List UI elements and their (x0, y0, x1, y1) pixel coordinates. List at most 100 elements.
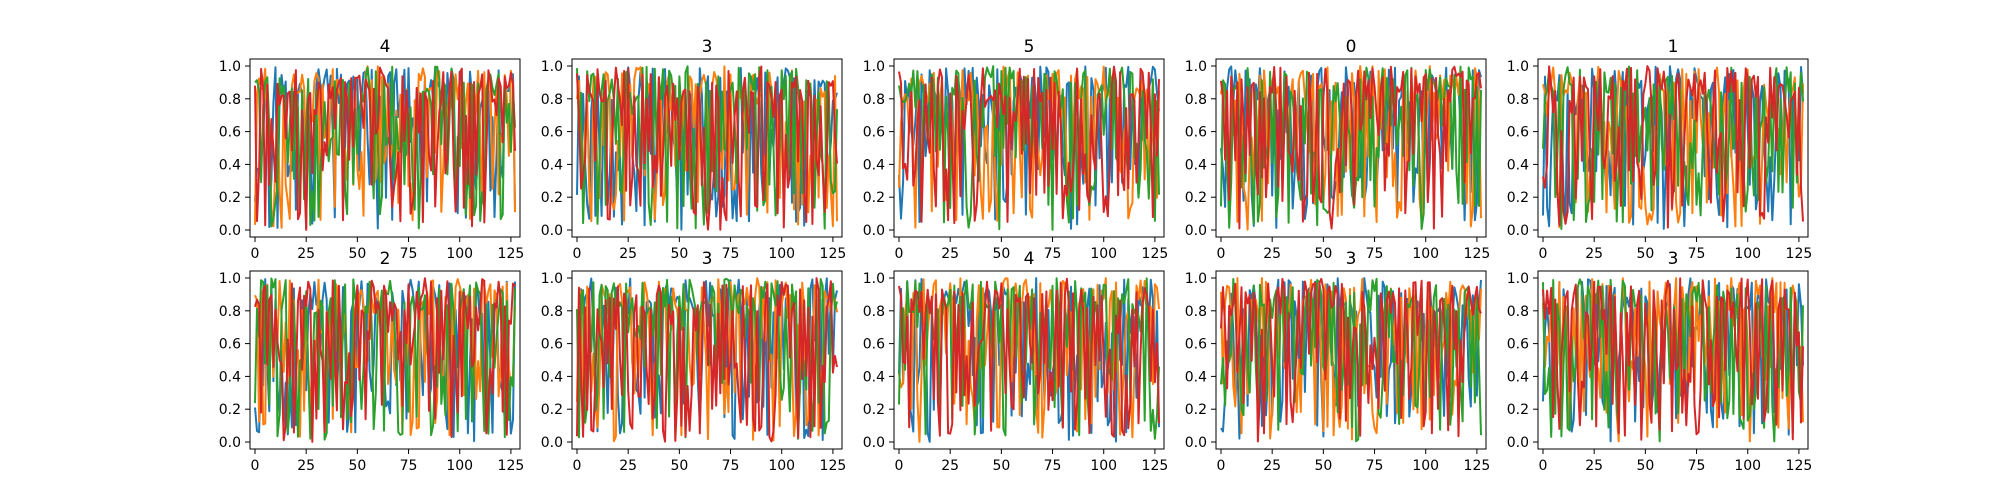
y-tick-label: 0.4 (219, 157, 241, 173)
x-tick-label: 25 (941, 458, 959, 474)
x-tick-label: 75 (1044, 246, 1062, 262)
series-line-4 (254, 277, 516, 443)
series-line-3 (254, 277, 516, 441)
x-tick-label: 100 (446, 458, 473, 474)
y-tick-label: 0.4 (1185, 369, 1207, 385)
x-tick-label: 75 (1366, 246, 1384, 262)
series-group (1220, 277, 1482, 443)
series-line-4 (898, 277, 1160, 438)
series-line-3 (254, 65, 516, 230)
y-tick-label: 0.8 (863, 92, 885, 108)
subplot-title: 1 (1668, 37, 1679, 57)
y-tick-label: 0.4 (541, 157, 563, 173)
x-tick-label: 75 (400, 458, 418, 474)
subplot-title: 0 (1346, 37, 1357, 57)
series-group (576, 277, 838, 443)
y-tick-label: 0.4 (541, 369, 563, 385)
axes-frame (1537, 58, 1809, 238)
axes-frame (1537, 270, 1809, 450)
x-tick-label: 125 (820, 246, 847, 262)
y-tick-label: 1.0 (219, 271, 241, 287)
y-tick-label: 0.6 (863, 125, 885, 141)
x-tick-label: 125 (820, 458, 847, 474)
series-line-4 (254, 66, 516, 231)
y-tick-label: 1.0 (1507, 271, 1529, 287)
y-tick-label: 1.0 (1185, 271, 1207, 287)
y-tick-label: 0.2 (863, 190, 885, 206)
x-tick-label: 25 (297, 458, 315, 474)
subplot-6: 0 25 50 75 100 125 0.0 0.2 0.4 0.6 0.8 1.0 2 (219, 249, 525, 474)
y-tick-label: 0.0 (1185, 223, 1207, 239)
y-tick-label: 1.0 (541, 59, 563, 75)
y-tick-label: 0.2 (1185, 402, 1207, 418)
x-tick-label: 50 (670, 246, 688, 262)
subplot-title: 4 (1024, 249, 1035, 269)
series-group (254, 65, 516, 231)
x-tick-label: 50 (992, 246, 1010, 262)
x-tick-label: 25 (941, 246, 959, 262)
x-tick-label: 75 (722, 246, 740, 262)
y-tick-label: 0.8 (863, 304, 885, 320)
y-tick-label: 0.4 (863, 157, 885, 173)
axes-frame (1215, 270, 1487, 450)
x-tick-label: 125 (1142, 246, 1169, 262)
y-tick-label: 0.2 (1185, 190, 1207, 206)
y-tick-label: 1.0 (219, 59, 241, 75)
subplot-4: 0 25 50 75 100 125 0.0 0.2 0.4 0.6 0.8 1.0 0 (1185, 37, 1491, 262)
y-tick-label: 0.0 (541, 435, 563, 451)
axes-frame (571, 58, 843, 238)
x-tick-label: 125 (498, 246, 525, 262)
x-tick-label: 100 (1412, 246, 1439, 262)
y-tick-label: 0.6 (219, 125, 241, 141)
series-line-3 (576, 65, 838, 230)
y-tick-label: 0.0 (863, 223, 885, 239)
x-tick-label: 25 (1263, 246, 1281, 262)
x-tick-label: 100 (1734, 246, 1761, 262)
series-group (898, 65, 1160, 231)
axes-frame (893, 58, 1165, 238)
x-tick-label: 0 (1217, 246, 1226, 262)
subplot-5: 0 25 50 75 100 125 0.0 0.2 0.4 0.6 0.8 1.0 1 (1507, 37, 1813, 262)
x-tick-label: 100 (1412, 458, 1439, 474)
subplot-title: 3 (702, 37, 713, 57)
x-tick-label: 125 (1142, 458, 1169, 474)
x-tick-label: 50 (1636, 458, 1654, 474)
subplot-title: 3 (702, 249, 713, 269)
subplot-2: 0 25 50 75 100 125 0.0 0.2 0.4 0.6 0.8 1.0 3 (541, 37, 847, 262)
x-tick-label: 75 (1688, 458, 1706, 474)
y-tick-label: 0.4 (863, 369, 885, 385)
x-tick-label: 0 (573, 458, 582, 474)
x-tick-label: 100 (446, 246, 473, 262)
series-line-4 (1542, 65, 1804, 229)
series-line-4 (576, 65, 838, 231)
x-tick-label: 125 (498, 458, 525, 474)
series-line-4 (1542, 277, 1804, 441)
series-group (1220, 65, 1482, 231)
axes-frame (893, 270, 1165, 450)
series-group (254, 277, 516, 443)
subplot-title: 3 (1346, 249, 1357, 269)
y-tick-label: 0.2 (541, 402, 563, 418)
series-line-2 (576, 277, 838, 443)
y-tick-label: 0.6 (863, 337, 885, 353)
y-tick-label: 1.0 (541, 271, 563, 287)
x-tick-label: 100 (768, 246, 795, 262)
y-tick-label: 0.4 (1185, 157, 1207, 173)
x-tick-label: 0 (251, 246, 260, 262)
y-tick-label: 0.8 (219, 304, 241, 320)
series-group (898, 277, 1160, 443)
x-tick-label: 125 (1464, 458, 1491, 474)
series-line-4 (1220, 277, 1482, 443)
x-tick-label: 50 (1636, 246, 1654, 262)
y-tick-label: 0.6 (541, 125, 563, 141)
y-tick-label: 0.8 (1185, 92, 1207, 108)
series-group (1542, 65, 1804, 230)
x-tick-label: 0 (1539, 246, 1548, 262)
x-tick-label: 75 (722, 458, 740, 474)
series-group (1542, 277, 1804, 443)
x-tick-label: 75 (1044, 458, 1062, 474)
subplot-title: 2 (380, 249, 391, 269)
y-tick-label: 0.4 (219, 369, 241, 385)
x-tick-label: 75 (400, 246, 418, 262)
